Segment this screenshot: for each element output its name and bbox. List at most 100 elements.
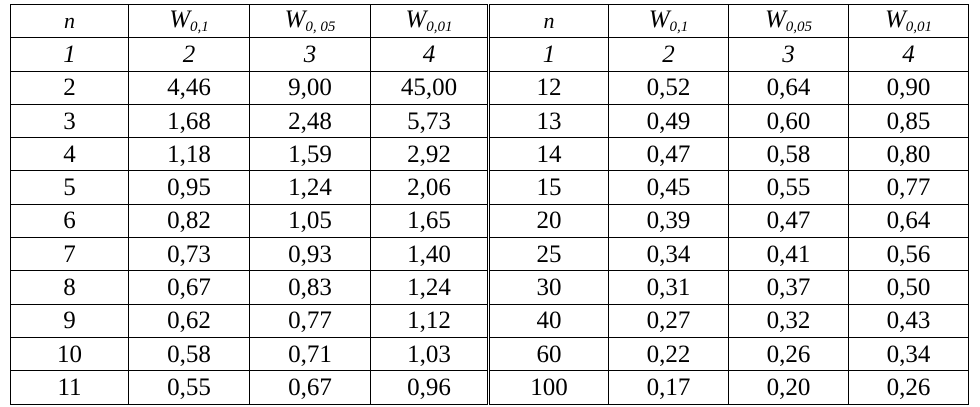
value-cell: 4,46	[128, 70, 250, 105]
n-cell: 100	[488, 370, 609, 405]
table-row: 7 0,73 0,93 1,40 25 0,34 0,41 0,56	[10, 237, 969, 272]
n-cell: 2	[10, 70, 129, 105]
value-cell: 0,55	[128, 370, 250, 405]
n-cell: 60	[488, 336, 609, 372]
colnum-cell: 3	[249, 37, 371, 72]
n-cell: 13	[488, 103, 609, 139]
table-row: 2 4,46 9,00 45,00 12 0,52 0,64 0,90	[10, 70, 969, 105]
value-cell: 0,17	[608, 370, 729, 405]
n-cell: 12	[488, 70, 609, 105]
n-cell: 6	[10, 203, 129, 239]
value-cell: 1,68	[128, 103, 250, 139]
value-cell: 0,49	[608, 103, 729, 139]
value-cell: 0,37	[728, 270, 849, 305]
value-cell: 0,82	[128, 203, 250, 239]
colnum-cell: 3	[728, 37, 849, 72]
n-cell: 7	[10, 237, 129, 272]
n-cell: 3	[10, 103, 129, 139]
value-cell: 0,77	[848, 170, 969, 205]
value-cell: 0,60	[728, 103, 849, 139]
value-cell: 1,12	[370, 303, 490, 338]
value-cell: 0,80	[848, 137, 969, 172]
value-cell: 0,47	[728, 203, 849, 239]
value-cell: 0,34	[608, 237, 729, 272]
value-cell: 5,73	[370, 103, 490, 139]
value-cell: 0,34	[848, 336, 969, 372]
value-cell: 1,05	[249, 203, 371, 239]
value-cell: 0,83	[249, 270, 371, 305]
n-cell: 15	[488, 170, 609, 205]
value-cell: 2,92	[370, 137, 490, 172]
value-cell: 0,62	[128, 303, 250, 338]
value-cell: 0,55	[728, 170, 849, 205]
colnum-cell: 4	[848, 37, 969, 72]
column-number-row: 1 2 3 4 1 2 3 4	[10, 37, 969, 72]
value-cell: 1,59	[249, 137, 371, 172]
value-cell: 0,43	[848, 303, 969, 338]
n-cell: 20	[488, 203, 609, 239]
value-cell: 0,64	[728, 70, 849, 105]
value-cell: 2,48	[249, 103, 371, 139]
value-cell: 1,24	[249, 170, 371, 205]
value-cell: 1,03	[370, 336, 490, 372]
value-cell: 0,39	[608, 203, 729, 239]
value-cell: 0,95	[128, 170, 250, 205]
colnum-cell: 2	[128, 37, 250, 72]
value-cell: 0,96	[370, 370, 490, 405]
colnum-cell: 2	[608, 37, 729, 72]
table-row: 8 0,67 0,83 1,24 30 0,31 0,37 0,50	[10, 270, 969, 305]
value-cell: 0,20	[728, 370, 849, 405]
header-n-right: n	[488, 3, 609, 39]
value-cell: 45,00	[370, 70, 490, 105]
value-cell: 0,73	[128, 237, 250, 272]
table-row: 6 0,82 1,05 1,65 20 0,39 0,47 0,64	[10, 203, 969, 239]
value-cell: 0,90	[848, 70, 969, 105]
n-cell: 40	[488, 303, 609, 338]
value-cell: 1,40	[370, 237, 490, 272]
value-cell: 0,58	[728, 137, 849, 172]
table-row: 11 0,55 0,67 0,96 100 0,17 0,20 0,26	[10, 370, 969, 405]
critical-values-table: n W0,1 W0, 05 W0,01 n W0,1 W0,05 W0,01 1…	[10, 3, 969, 405]
value-cell: 1,18	[128, 137, 250, 172]
value-cell: 0,58	[128, 336, 250, 372]
value-cell: 1,24	[370, 270, 490, 305]
value-cell: 9,00	[249, 70, 371, 105]
header-w001-left: W0,01	[370, 3, 490, 39]
header-n-left: n	[10, 3, 129, 39]
critical-values-table-container: n W0,1 W0, 05 W0,01 n W0,1 W0,05 W0,01 1…	[10, 3, 969, 405]
value-cell: 0,67	[128, 270, 250, 305]
n-cell: 8	[10, 270, 129, 305]
n-cell: 5	[10, 170, 129, 205]
value-cell: 0,77	[249, 303, 371, 338]
value-cell: 0,22	[608, 336, 729, 372]
n-cell: 25	[488, 237, 609, 272]
table-row: 4 1,18 1,59 2,92 14 0,47 0,58 0,80	[10, 137, 969, 172]
value-cell: 0,31	[608, 270, 729, 305]
value-cell: 0,85	[848, 103, 969, 139]
header-w001-right: W0,01	[848, 3, 969, 39]
header-w005-right: W0,05	[728, 3, 849, 39]
table-row: 3 1,68 2,48 5,73 13 0,49 0,60 0,85	[10, 103, 969, 139]
value-cell: 0,71	[249, 336, 371, 372]
header-w01-right: W0,1	[608, 3, 729, 39]
value-cell: 0,56	[848, 237, 969, 272]
value-cell: 0,67	[249, 370, 371, 405]
table-row: 5 0,95 1,24 2,06 15 0,45 0,55 0,77	[10, 170, 969, 205]
value-cell: 2,06	[370, 170, 490, 205]
colnum-cell: 1	[10, 37, 129, 72]
n-cell: 30	[488, 270, 609, 305]
value-cell: 0,93	[249, 237, 371, 272]
table-row: 10 0,58 0,71 1,03 60 0,22 0,26 0,34	[10, 336, 969, 372]
n-cell: 14	[488, 137, 609, 172]
value-cell: 0,52	[608, 70, 729, 105]
table-row: 9 0,62 0,77 1,12 40 0,27 0,32 0,43	[10, 303, 969, 338]
value-cell: 0,64	[848, 203, 969, 239]
n-cell: 9	[10, 303, 129, 338]
value-cell: 0,41	[728, 237, 849, 272]
value-cell: 0,50	[848, 270, 969, 305]
n-cell: 10	[10, 336, 129, 372]
value-cell: 0,27	[608, 303, 729, 338]
header-w005-left: W0, 05	[249, 3, 371, 39]
value-cell: 0,47	[608, 137, 729, 172]
header-row: n W0,1 W0, 05 W0,01 n W0,1 W0,05 W0,01	[10, 3, 969, 39]
